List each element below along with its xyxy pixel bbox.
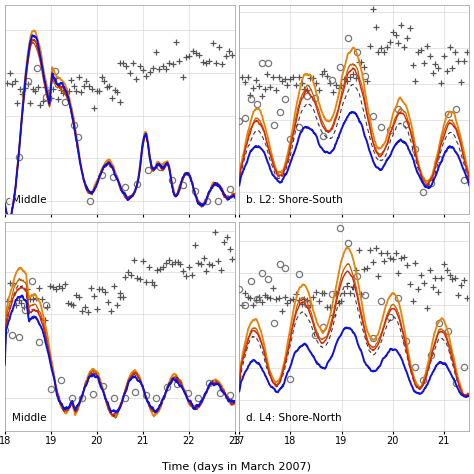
Text: b. L2: Shore-South: b. L2: Shore-South [246, 195, 343, 206]
Text: Time (days in March 2007): Time (days in March 2007) [163, 462, 311, 472]
Text: Middle: Middle [12, 195, 46, 206]
Text: Middle: Middle [12, 413, 46, 423]
Text: d. L4: Shore-North: d. L4: Shore-North [246, 413, 342, 423]
